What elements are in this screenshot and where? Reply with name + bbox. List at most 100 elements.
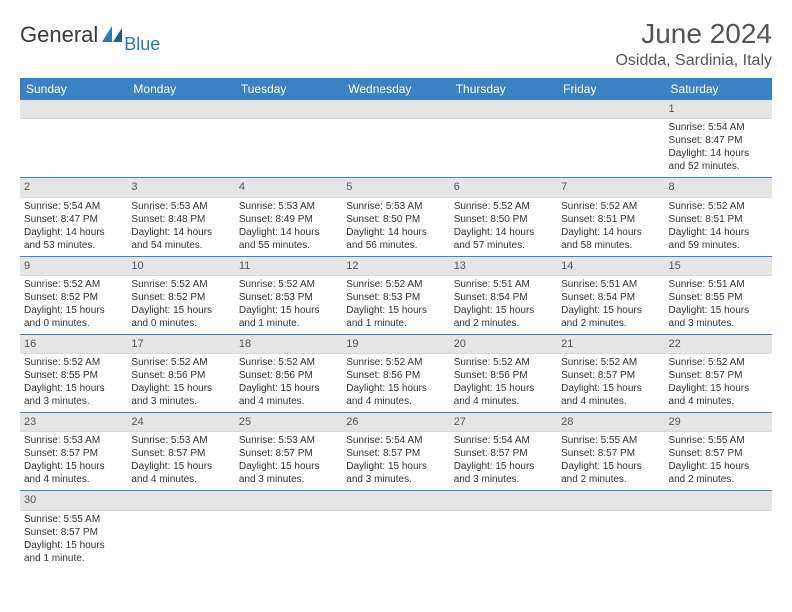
weekday-header: Thursday — [450, 78, 557, 100]
calendar-day-cell: 6Sunrise: 5:52 AMSunset: 8:50 PMDaylight… — [450, 178, 557, 256]
calendar-day-cell — [127, 100, 234, 178]
day-number: 23 — [20, 413, 127, 432]
sunset-line: Sunset: 8:56 PM — [239, 369, 338, 382]
day-body: Sunrise: 5:52 AMSunset: 8:53 PMDaylight:… — [235, 276, 342, 334]
calendar-day-cell: 15Sunrise: 5:51 AMSunset: 8:55 PMDayligh… — [665, 256, 772, 334]
calendar-day-cell: 1Sunrise: 5:54 AMSunset: 8:47 PMDaylight… — [665, 100, 772, 178]
sunset-line: Sunset: 8:50 PM — [346, 213, 445, 226]
calendar-day-cell — [235, 491, 342, 569]
sunset-line: Sunset: 8:57 PM — [561, 447, 660, 460]
calendar-day-cell: 26Sunrise: 5:54 AMSunset: 8:57 PMDayligh… — [342, 413, 449, 491]
day-body: Sunrise: 5:52 AMSunset: 8:57 PMDaylight:… — [665, 354, 772, 412]
day-number: 3 — [127, 178, 234, 197]
calendar-day-cell: 20Sunrise: 5:52 AMSunset: 8:56 PMDayligh… — [450, 334, 557, 412]
calendar-day-cell: 13Sunrise: 5:51 AMSunset: 8:54 PMDayligh… — [450, 256, 557, 334]
day-number-empty — [450, 100, 557, 119]
sunset-line: Sunset: 8:48 PM — [131, 213, 230, 226]
sunset-line: Sunset: 8:57 PM — [454, 447, 553, 460]
sunrise-line: Sunrise: 5:51 AM — [669, 278, 768, 291]
sunset-line: Sunset: 8:57 PM — [24, 447, 123, 460]
sunrise-line: Sunrise: 5:52 AM — [561, 356, 660, 369]
daylight-line: Daylight: 15 hours and 2 minutes. — [669, 460, 768, 486]
sunrise-line: Sunrise: 5:52 AM — [24, 278, 123, 291]
calendar-day-cell: 7Sunrise: 5:52 AMSunset: 8:51 PMDaylight… — [557, 178, 664, 256]
sunrise-line: Sunrise: 5:53 AM — [24, 434, 123, 447]
day-body: Sunrise: 5:53 AMSunset: 8:57 PMDaylight:… — [127, 432, 234, 490]
daylight-line: Daylight: 15 hours and 0 minutes. — [24, 304, 123, 330]
day-body: Sunrise: 5:52 AMSunset: 8:53 PMDaylight:… — [342, 276, 449, 334]
calendar-day-cell: 28Sunrise: 5:55 AMSunset: 8:57 PMDayligh… — [557, 413, 664, 491]
day-body: Sunrise: 5:52 AMSunset: 8:56 PMDaylight:… — [450, 354, 557, 412]
sunrise-line: Sunrise: 5:51 AM — [561, 278, 660, 291]
day-number: 24 — [127, 413, 234, 432]
day-body: Sunrise: 5:53 AMSunset: 8:49 PMDaylight:… — [235, 198, 342, 256]
day-number: 5 — [342, 178, 449, 197]
daylight-line: Daylight: 14 hours and 59 minutes. — [669, 226, 768, 252]
calendar-day-cell — [557, 491, 664, 569]
sunrise-line: Sunrise: 5:53 AM — [131, 434, 230, 447]
sunset-line: Sunset: 8:57 PM — [669, 369, 768, 382]
sunset-line: Sunset: 8:52 PM — [131, 291, 230, 304]
day-number-empty — [450, 491, 557, 510]
sunrise-line: Sunrise: 5:52 AM — [561, 200, 660, 213]
day-number-empty — [557, 100, 664, 119]
sunrise-line: Sunrise: 5:52 AM — [669, 356, 768, 369]
weekday-header: Saturday — [665, 78, 772, 100]
day-body: Sunrise: 5:52 AMSunset: 8:56 PMDaylight:… — [235, 354, 342, 412]
daylight-line: Daylight: 15 hours and 0 minutes. — [131, 304, 230, 330]
header: General Blue June 2024 Osidda, Sardinia,… — [20, 18, 772, 70]
day-number: 20 — [450, 335, 557, 354]
day-body: Sunrise: 5:53 AMSunset: 8:57 PMDaylight:… — [20, 432, 127, 490]
day-number: 7 — [557, 178, 664, 197]
daylight-line: Daylight: 14 hours and 56 minutes. — [346, 226, 445, 252]
sunset-line: Sunset: 8:57 PM — [131, 447, 230, 460]
day-body: Sunrise: 5:52 AMSunset: 8:52 PMDaylight:… — [127, 276, 234, 334]
brand-logo: General Blue — [20, 18, 160, 46]
day-number: 28 — [557, 413, 664, 432]
daylight-line: Daylight: 14 hours and 53 minutes. — [24, 226, 123, 252]
sunset-line: Sunset: 8:53 PM — [239, 291, 338, 304]
sunset-line: Sunset: 8:57 PM — [239, 447, 338, 460]
day-number: 9 — [20, 257, 127, 276]
sunrise-line: Sunrise: 5:52 AM — [131, 356, 230, 369]
sail-icon — [102, 26, 124, 42]
sunrise-line: Sunrise: 5:51 AM — [454, 278, 553, 291]
calendar-day-cell: 14Sunrise: 5:51 AMSunset: 8:54 PMDayligh… — [557, 256, 664, 334]
sunrise-line: Sunrise: 5:53 AM — [346, 200, 445, 213]
day-number-empty — [342, 491, 449, 510]
calendar-day-cell: 22Sunrise: 5:52 AMSunset: 8:57 PMDayligh… — [665, 334, 772, 412]
day-number: 2 — [20, 178, 127, 197]
sunrise-line: Sunrise: 5:53 AM — [239, 434, 338, 447]
calendar-day-cell — [342, 100, 449, 178]
day-body: Sunrise: 5:52 AMSunset: 8:56 PMDaylight:… — [127, 354, 234, 412]
day-number-empty — [235, 100, 342, 119]
sunset-line: Sunset: 8:56 PM — [454, 369, 553, 382]
sunrise-line: Sunrise: 5:53 AM — [131, 200, 230, 213]
calendar-day-cell: 10Sunrise: 5:52 AMSunset: 8:52 PMDayligh… — [127, 256, 234, 334]
day-number: 26 — [342, 413, 449, 432]
calendar-day-cell: 3Sunrise: 5:53 AMSunset: 8:48 PMDaylight… — [127, 178, 234, 256]
day-number: 4 — [235, 178, 342, 197]
calendar-week-row: 2Sunrise: 5:54 AMSunset: 8:47 PMDaylight… — [20, 178, 772, 256]
calendar-day-cell: 19Sunrise: 5:52 AMSunset: 8:56 PMDayligh… — [342, 334, 449, 412]
location-label: Osidda, Sardinia, Italy — [615, 52, 772, 70]
calendar-day-cell: 25Sunrise: 5:53 AMSunset: 8:57 PMDayligh… — [235, 413, 342, 491]
calendar-day-cell — [127, 491, 234, 569]
sunset-line: Sunset: 8:55 PM — [669, 291, 768, 304]
sunrise-line: Sunrise: 5:54 AM — [346, 434, 445, 447]
sunset-line: Sunset: 8:47 PM — [24, 213, 123, 226]
daylight-line: Daylight: 15 hours and 1 minute. — [346, 304, 445, 330]
calendar-day-cell: 8Sunrise: 5:52 AMSunset: 8:51 PMDaylight… — [665, 178, 772, 256]
day-number-empty — [20, 100, 127, 119]
daylight-line: Daylight: 15 hours and 2 minutes. — [561, 460, 660, 486]
daylight-line: Daylight: 15 hours and 3 minutes. — [346, 460, 445, 486]
daylight-line: Daylight: 15 hours and 1 minute. — [24, 539, 123, 565]
calendar-day-cell: 27Sunrise: 5:54 AMSunset: 8:57 PMDayligh… — [450, 413, 557, 491]
calendar-day-cell: 18Sunrise: 5:52 AMSunset: 8:56 PMDayligh… — [235, 334, 342, 412]
day-number: 10 — [127, 257, 234, 276]
daylight-line: Daylight: 15 hours and 3 minutes. — [131, 382, 230, 408]
day-body: Sunrise: 5:51 AMSunset: 8:54 PMDaylight:… — [557, 276, 664, 334]
sunset-line: Sunset: 8:54 PM — [561, 291, 660, 304]
calendar-day-cell: 29Sunrise: 5:55 AMSunset: 8:57 PMDayligh… — [665, 413, 772, 491]
calendar-day-cell: 4Sunrise: 5:53 AMSunset: 8:49 PMDaylight… — [235, 178, 342, 256]
